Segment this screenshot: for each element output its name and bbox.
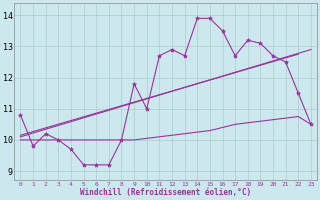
X-axis label: Windchill (Refroidissement éolien,°C): Windchill (Refroidissement éolien,°C) bbox=[80, 188, 251, 197]
